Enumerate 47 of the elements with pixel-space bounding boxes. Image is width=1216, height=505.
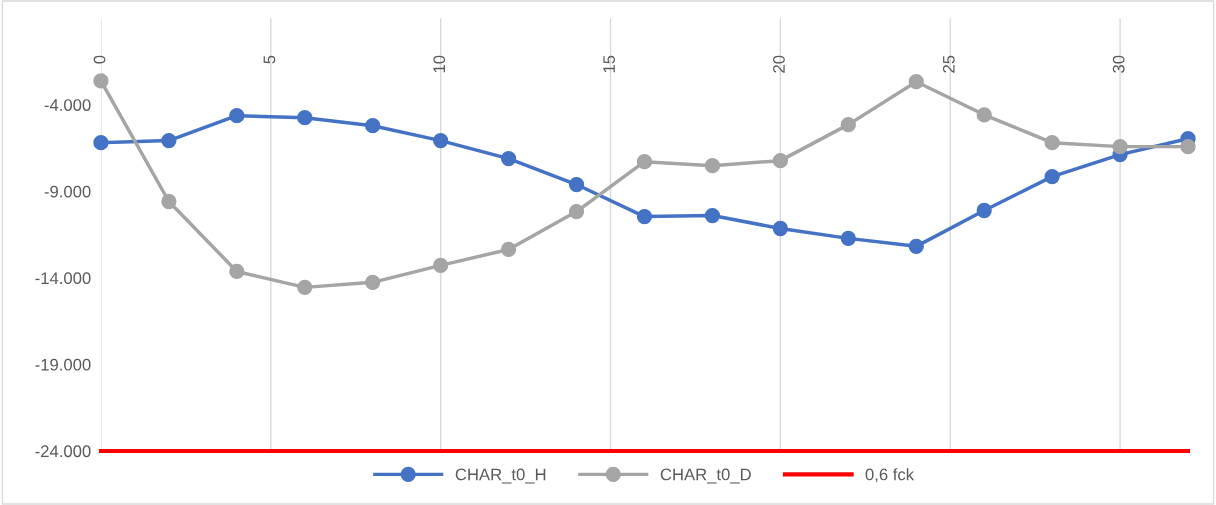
point <box>161 193 177 210</box>
point <box>93 73 109 89</box>
point <box>365 274 381 290</box>
point <box>161 132 177 149</box>
x-tick-label: 10 <box>433 55 446 73</box>
point <box>229 108 245 124</box>
x-tick-label: 15 <box>603 55 615 73</box>
point <box>365 118 381 134</box>
point <box>772 153 789 169</box>
point <box>93 135 109 151</box>
point <box>840 117 856 133</box>
point <box>908 238 924 254</box>
legend-label: CHAR_t0_D <box>660 468 751 484</box>
x-tick-label: 20 <box>773 55 785 73</box>
y-tick-label: -24.000 <box>35 445 91 458</box>
point <box>704 207 721 224</box>
x-tick-label: 0 <box>93 55 106 64</box>
y-tick-label: -14.000 <box>35 272 91 285</box>
point <box>500 241 517 258</box>
y-tick-label: -19.000 <box>35 358 91 371</box>
x-tick-label: 30 <box>1112 55 1125 73</box>
point <box>772 220 789 237</box>
x-tick-label: 25 <box>942 55 955 73</box>
point <box>636 208 653 225</box>
y-tick-label: -9.000 <box>44 185 91 198</box>
legend-label: 0,6 fck <box>865 468 915 483</box>
point <box>976 202 992 219</box>
point <box>433 257 449 274</box>
point <box>1044 168 1060 185</box>
point <box>568 203 585 220</box>
point <box>1112 138 1128 155</box>
point <box>976 107 992 123</box>
point <box>908 74 924 90</box>
point <box>636 154 653 170</box>
legend-label: CHAR_t0_H <box>455 468 546 484</box>
point <box>840 230 856 247</box>
point <box>1180 138 1196 155</box>
x-tick-label: 5 <box>263 55 276 64</box>
point <box>297 279 313 296</box>
point <box>1044 135 1060 151</box>
y-tick-label: -4.000 <box>44 99 91 111</box>
point <box>568 176 585 193</box>
point <box>500 150 517 167</box>
point <box>433 132 449 149</box>
point <box>297 110 313 126</box>
point <box>229 263 245 280</box>
point <box>704 158 721 174</box>
